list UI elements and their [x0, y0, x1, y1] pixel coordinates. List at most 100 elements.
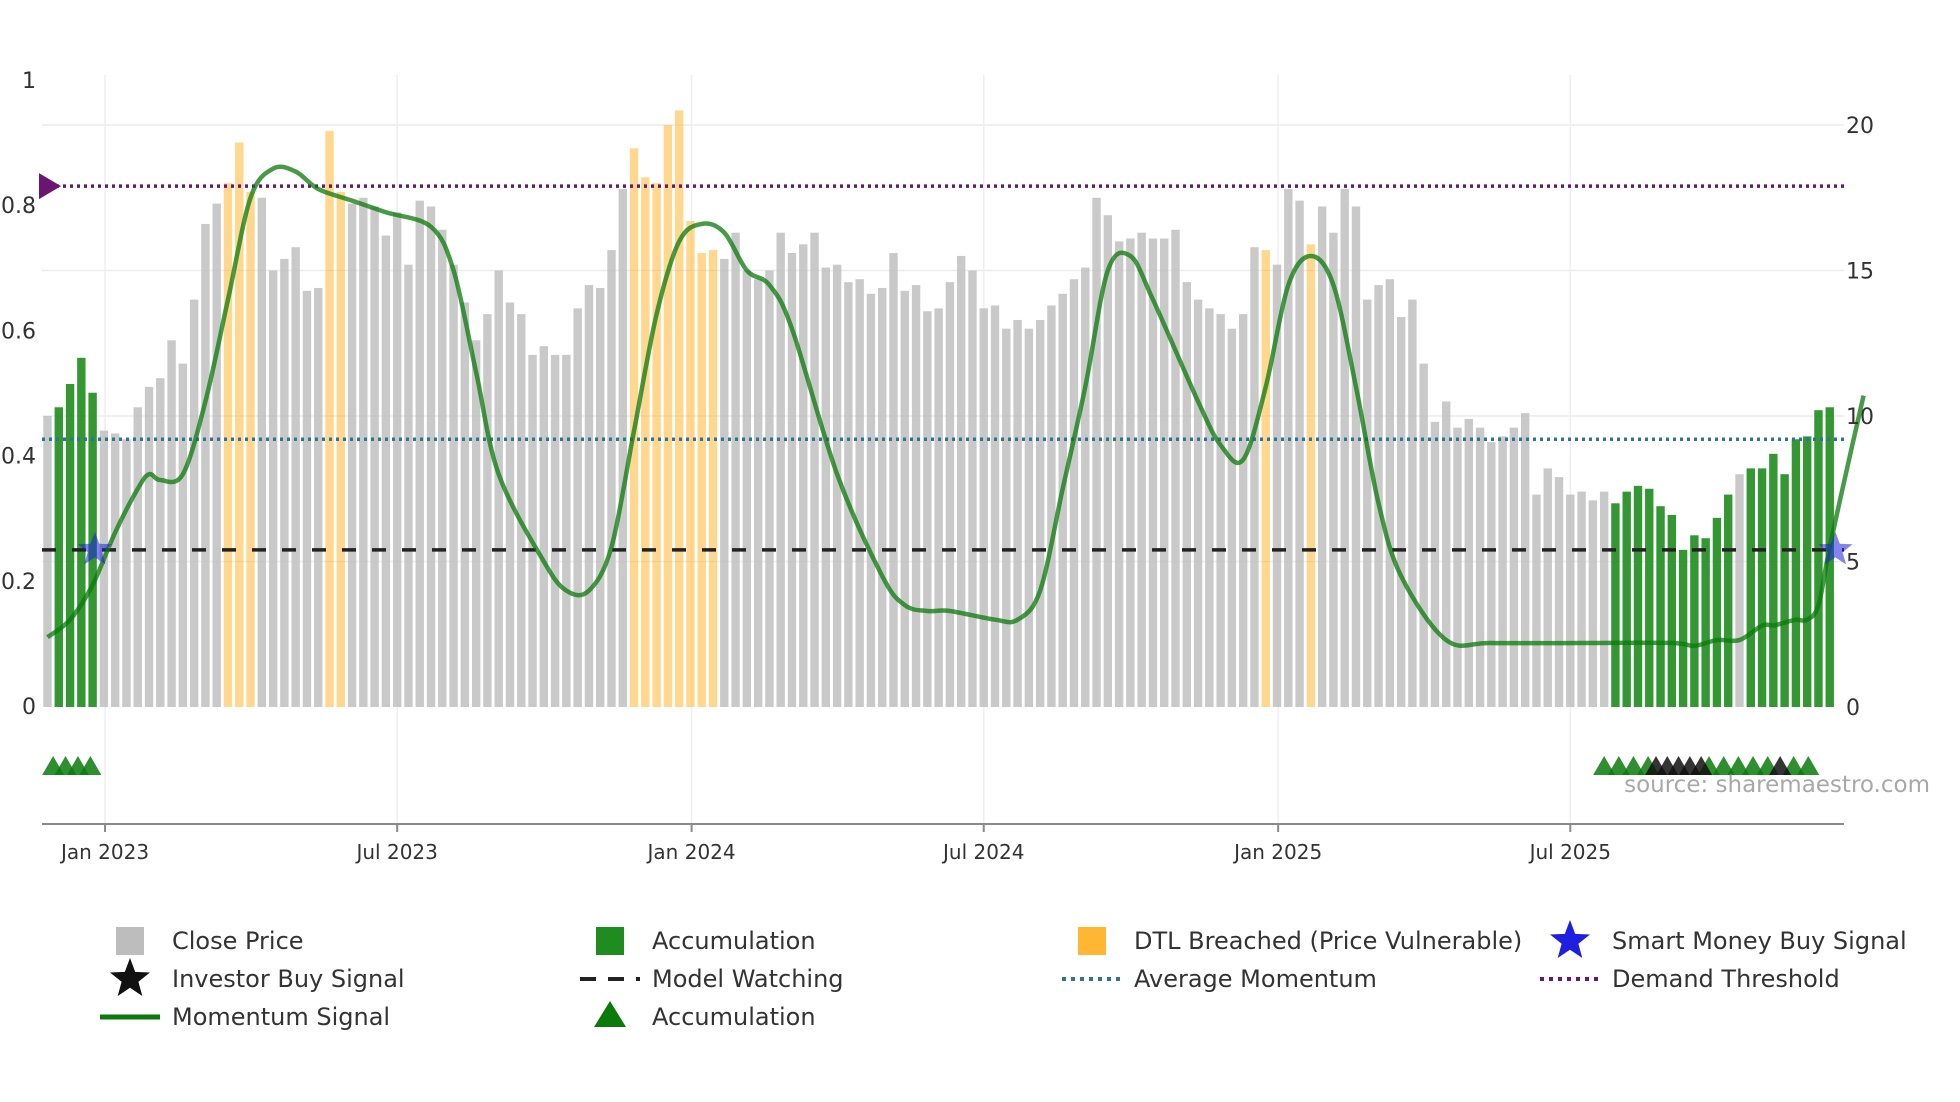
legend: Close Price Accumulation DTL Breached (Pri… — [100, 920, 1907, 1031]
accumulation-triangle — [1607, 756, 1630, 775]
accumulation-bar — [1780, 474, 1789, 707]
close-price-bar — [934, 308, 943, 707]
close-price-bar — [573, 308, 582, 707]
x-tick-label: Jan 2024 — [646, 840, 736, 864]
smart-money-star — [1818, 531, 1853, 565]
legend-item: DTL Breached (Price Vulnerable) — [1078, 927, 1522, 955]
close-price-bar — [1363, 299, 1372, 707]
close-price-bar — [765, 270, 774, 707]
close-price-bar — [483, 314, 492, 707]
close-price-bar — [821, 267, 831, 707]
left-tick-label: 0 — [22, 695, 36, 720]
legend-label: Close Price — [172, 927, 304, 955]
accumulation-bar — [1678, 549, 1688, 707]
close-price-bar — [392, 212, 402, 708]
close-price-bar — [314, 287, 323, 707]
close-price-bar — [1024, 328, 1034, 707]
close-price-bar — [618, 189, 627, 707]
legend-item: Average Momentum — [1062, 965, 1377, 993]
close-price-bar — [1205, 308, 1214, 707]
close-price-bar — [753, 279, 763, 707]
x-tick-label: Jan 2025 — [1232, 840, 1322, 864]
accumulation-triangle — [1593, 756, 1616, 775]
close-price-bar — [1126, 238, 1135, 708]
close-price-bar — [404, 264, 413, 707]
close-price-bar — [787, 253, 797, 708]
accumulation-bar — [1656, 506, 1665, 707]
close-price-bar — [776, 232, 785, 708]
close-price-bar — [1137, 232, 1146, 708]
dtl-breached-bar — [235, 142, 244, 707]
accumulation-bar — [54, 407, 63, 707]
close-price-bar — [832, 264, 842, 707]
close-price-bar — [426, 206, 436, 708]
close-price-bar — [731, 232, 740, 708]
right-tick-label: 15 — [1846, 260, 1874, 285]
legend-item: Momentum Signal — [100, 1003, 390, 1031]
close-price-bar — [1238, 314, 1248, 707]
right-tick-label: 20 — [1846, 114, 1874, 139]
close-price-bar — [1272, 264, 1282, 707]
close-price-bar — [742, 270, 752, 707]
close-price-bar — [1092, 197, 1101, 707]
x-tick-label: Jan 2023 — [59, 840, 149, 864]
close-price-bar — [1035, 319, 1045, 707]
dtl-breached-bar — [652, 183, 661, 707]
close-price-bar — [956, 255, 966, 707]
dtl-breached-bar — [246, 191, 255, 707]
close-price-bar — [900, 290, 909, 707]
close-price-bar — [539, 346, 549, 707]
close-price-bar — [1182, 282, 1191, 707]
close-price-bar — [133, 407, 142, 707]
close-price-bar — [291, 247, 300, 707]
close-price-bar — [280, 258, 289, 707]
close-price-bar — [1081, 267, 1090, 707]
close-price-bar — [810, 232, 819, 708]
accumulation-triangle — [1712, 756, 1735, 775]
close-price-bar — [1464, 418, 1473, 707]
close-price-bar — [1329, 232, 1338, 708]
close-price-bar — [122, 439, 131, 707]
dtl-breached-bar — [663, 125, 673, 707]
close-price-bar — [167, 340, 176, 707]
close-price-bar — [1442, 401, 1451, 707]
close-price-bar — [1103, 215, 1113, 707]
left-tick-label: 1 — [22, 69, 36, 94]
x-tick-label: Jul 2024 — [941, 840, 1024, 864]
dtl-breached-bar — [686, 221, 695, 707]
dtl-breached-bar — [1306, 244, 1316, 707]
close-price-bar — [212, 203, 221, 707]
close-price-bar — [1148, 238, 1158, 708]
close-price-bar — [607, 250, 616, 707]
close-price-bar — [471, 340, 481, 707]
close-price-bar — [302, 290, 312, 707]
close-price-bar — [990, 305, 1000, 707]
legend-label: Model Watching — [652, 965, 844, 993]
dtl-breached-bar — [697, 253, 706, 708]
close-price-bar — [799, 244, 808, 707]
legend-item: Accumulation — [594, 1001, 816, 1031]
close-price-bar — [1160, 238, 1169, 708]
accumulation-bar — [1802, 436, 1812, 707]
legend-label: Accumulation — [652, 1003, 816, 1031]
left-tick-label: 0.8 — [1, 194, 36, 219]
dtl-breached-bar — [1261, 250, 1270, 707]
accumulation-bar — [1611, 503, 1620, 707]
reference-lines — [39, 173, 1844, 552]
close-price-bar — [911, 285, 921, 707]
dtl-breached-bar — [708, 250, 718, 707]
close-price-bar — [494, 270, 503, 707]
close-price-bar — [1520, 413, 1530, 707]
close-price-bar — [1566, 494, 1575, 707]
close-price-bar — [844, 282, 853, 707]
legend-item: Model Watching — [580, 965, 844, 993]
close-price-bar — [923, 311, 932, 707]
close-price-bar — [449, 264, 458, 707]
accumulation-bar — [1690, 535, 1699, 707]
close-price-bar — [359, 197, 368, 707]
close-price-bar — [1385, 279, 1395, 707]
accumulation-bar — [1746, 468, 1755, 707]
close-price-bar — [1069, 279, 1079, 707]
accumulation-bar — [1701, 538, 1710, 707]
close-price-bar — [438, 229, 447, 707]
